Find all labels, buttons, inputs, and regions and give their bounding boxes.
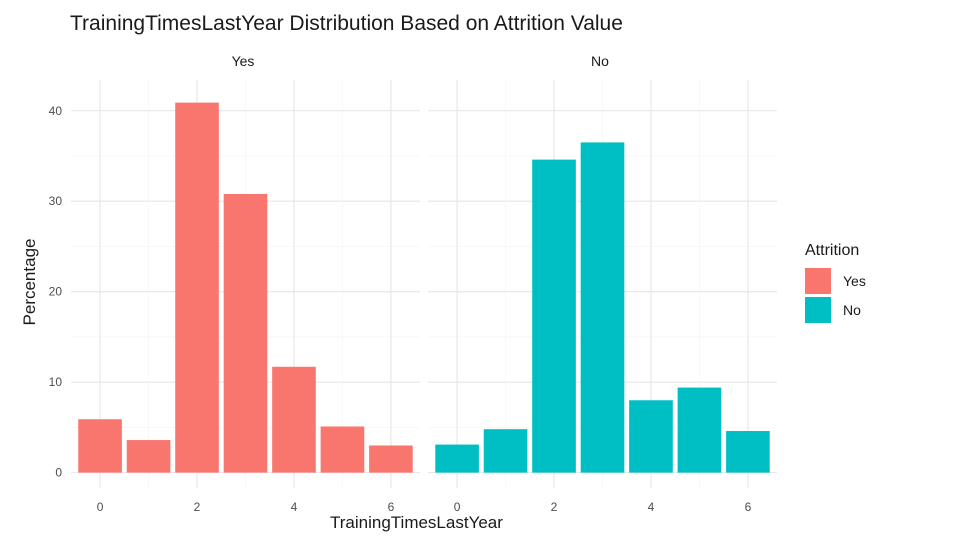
x-tick-label: 0 [97, 500, 104, 514]
bar-no-0 [435, 444, 479, 473]
legend-label-no: No [843, 301, 861, 318]
bar-yes-4 [272, 366, 316, 473]
bar-yes-3 [223, 193, 268, 473]
bar-yes-6 [369, 445, 413, 473]
y-tick-label: 40 [49, 104, 63, 118]
bar-no-1 [483, 429, 528, 473]
y-tick-label: 30 [49, 194, 63, 208]
legend-key-yes [805, 267, 831, 294]
legend-item-yes: Yes [805, 266, 866, 295]
x-axis-label: TrainingTimesLastYear [330, 513, 503, 532]
x-tick-label: 2 [194, 500, 201, 514]
legend-item-no: No [805, 295, 866, 324]
y-tick-label: 0 [55, 466, 62, 480]
bar-no-2 [532, 159, 576, 473]
x-tick-label: 6 [388, 500, 395, 514]
bar-no-4 [629, 400, 673, 473]
legend: Attrition Yes No [805, 242, 866, 324]
legend-title: Attrition [805, 242, 860, 259]
bar-no-6 [726, 431, 770, 473]
facet-label-yes: Yes [231, 53, 255, 69]
legend-key-no [805, 296, 831, 323]
x-tick-label: 4 [648, 500, 655, 514]
bar-no-3 [580, 142, 625, 473]
chart-title: TrainingTimesLastYear Distribution Based… [70, 12, 623, 35]
bar-no-5 [677, 387, 722, 473]
facet-label-no: No [591, 53, 609, 69]
bar-yes-5 [320, 426, 365, 473]
bar-yes-2 [175, 102, 219, 473]
x-tick-label: 0 [454, 500, 461, 514]
legend-label-yes: Yes [843, 272, 866, 289]
x-tick-label: 6 [745, 500, 752, 514]
bar-yes-0 [78, 419, 122, 473]
y-axis-label: Percentage [20, 238, 39, 326]
y-tick-label: 10 [49, 375, 63, 389]
y-tick-label: 20 [49, 285, 63, 299]
x-tick-label: 2 [551, 500, 558, 514]
x-tick-label: 4 [291, 500, 298, 514]
bar-yes-1 [126, 440, 171, 473]
